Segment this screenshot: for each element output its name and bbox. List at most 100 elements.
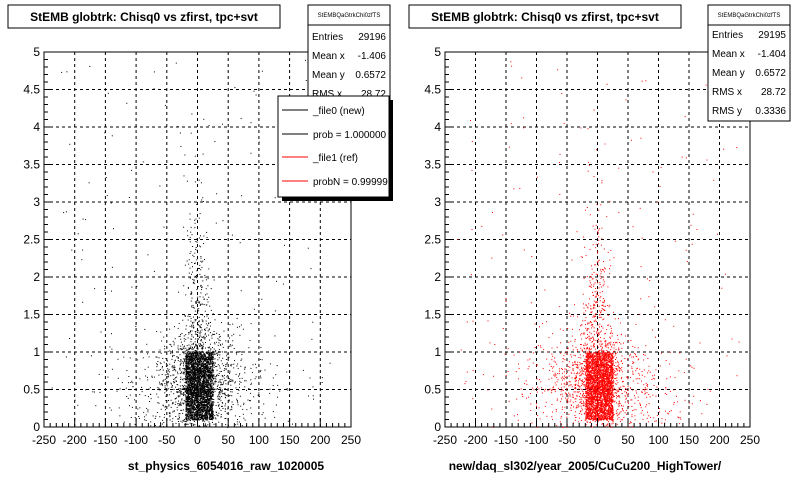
data-point: [209, 343, 211, 345]
data-point: [205, 375, 207, 377]
data-point: [192, 357, 194, 359]
data-point: [130, 417, 132, 418]
data-point: [166, 374, 168, 375]
data-point: [196, 371, 198, 373]
data-point: [203, 353, 205, 355]
data-point: [255, 376, 257, 378]
data-point: [69, 143, 71, 145]
data-point: [194, 413, 196, 415]
data-point: [240, 365, 242, 367]
data-point: [253, 90, 255, 92]
data-point: [191, 377, 193, 379]
data-point: [187, 399, 189, 401]
data-point: [193, 367, 195, 369]
data-point: [205, 416, 207, 418]
data-point: [225, 359, 227, 360]
data-point: [199, 335, 201, 337]
data-point: [261, 70, 263, 72]
data-point: [193, 409, 194, 411]
data-point: [194, 378, 196, 380]
data-point: [208, 373, 210, 375]
data-point: [203, 298, 205, 300]
data-point: [201, 354, 203, 356]
data-point: [207, 387, 209, 389]
data-point: [211, 367, 213, 369]
data-point: [170, 382, 172, 384]
data-point: [129, 357, 131, 359]
data-point: [210, 389, 212, 390]
data-point: [235, 426, 237, 428]
data-point: [190, 406, 192, 408]
data-point: [183, 373, 185, 375]
data-point: [177, 360, 179, 362]
data-point: [250, 400, 251, 402]
data-point: [206, 396, 208, 398]
data-point: [191, 383, 192, 385]
data-point: [166, 388, 168, 390]
data-point: [209, 350, 211, 352]
data-point: [238, 374, 240, 376]
data-point: [195, 241, 197, 242]
data-point: [197, 404, 199, 406]
data-point: [189, 415, 191, 417]
data-point: [219, 335, 221, 337]
data-point: [605, 399, 607, 401]
data-point: [173, 374, 175, 376]
data-point: [191, 378, 193, 380]
data-point: [194, 356, 196, 358]
data-point: [190, 386, 192, 388]
data-point: [185, 416, 187, 418]
data-point: [203, 370, 205, 372]
data-point: [158, 402, 160, 404]
data-point: [189, 380, 191, 382]
data-point: [197, 368, 199, 370]
data-point: [250, 407, 252, 409]
data-point: [243, 417, 245, 419]
data-point: [239, 326, 241, 328]
data-point: [188, 411, 190, 413]
data-point: [272, 411, 274, 413]
data-point: [186, 420, 188, 421]
data-point: [206, 405, 208, 407]
data-point: [200, 357, 202, 359]
data-point: [191, 334, 193, 336]
data-point: [201, 359, 203, 361]
data-point: [159, 362, 161, 364]
data-point: [192, 408, 194, 410]
data-point: [192, 395, 194, 397]
data-point: [217, 398, 219, 400]
data-point: [607, 363, 609, 365]
data-point: [164, 383, 166, 385]
data-point: [233, 363, 235, 365]
data-point: [212, 412, 214, 414]
data-point: [210, 366, 212, 368]
data-point: [188, 374, 190, 376]
data-point: [208, 401, 209, 403]
data-point: [202, 410, 204, 412]
data-point: [211, 380, 213, 382]
data-point: [179, 373, 181, 375]
data-point: [200, 393, 201, 395]
data-point: [182, 393, 184, 395]
data-point: [198, 425, 200, 427]
data-point: [189, 347, 191, 349]
data-point: [199, 412, 201, 413]
data-point: [277, 384, 279, 386]
data-point: [592, 384, 594, 386]
data-point: [211, 418, 213, 419]
data-point: [201, 396, 203, 398]
data-point: [191, 364, 193, 366]
data-point: [206, 356, 208, 358]
data-point: [186, 389, 187, 391]
data-point: [153, 88, 155, 90]
data-point: [209, 354, 210, 356]
data-point: [209, 393, 211, 395]
y-tick-label: 0: [33, 420, 40, 434]
data-point: [197, 384, 199, 386]
data-point: [208, 382, 210, 384]
data-point: [178, 349, 180, 351]
data-point: [195, 365, 197, 367]
data-point: [190, 387, 191, 388]
data-point: [162, 369, 164, 371]
data-point: [209, 367, 211, 369]
